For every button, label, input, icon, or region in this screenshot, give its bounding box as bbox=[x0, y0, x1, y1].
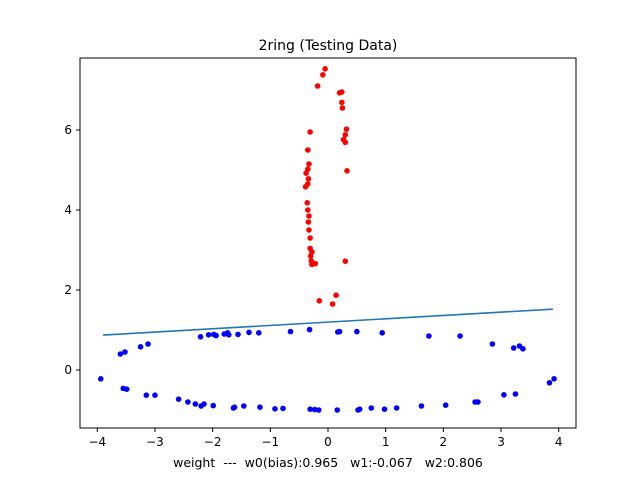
scatter-point-s0-4 bbox=[336, 90, 343, 96]
y-tick-label: 0 bbox=[64, 363, 72, 377]
scatter-point-s1-35 bbox=[381, 406, 388, 413]
x-axis-label: weight --- w0(bias):0.965 w1:-0.067 w2:0… bbox=[173, 455, 483, 470]
scatter-point-s0-32 bbox=[312, 260, 319, 267]
scatter-point-s1-54 bbox=[175, 396, 182, 403]
scatter-point-s0-36 bbox=[333, 292, 339, 299]
scatter-point-s1-51 bbox=[198, 403, 204, 409]
y-tick-label: 4 bbox=[64, 203, 72, 217]
scatter-point-s1-43 bbox=[280, 405, 286, 412]
y-tick-label: 2 bbox=[64, 283, 72, 297]
scatter-point-s0-16 bbox=[305, 176, 312, 182]
scatter-point-s1-14 bbox=[287, 328, 294, 335]
scatter-point-s1-40 bbox=[315, 407, 322, 413]
scatter-point-s0-33 bbox=[342, 258, 349, 265]
scatter-point-s0-25 bbox=[307, 235, 313, 241]
scatter-point-s1-0 bbox=[117, 351, 124, 357]
decision-line bbox=[103, 308, 553, 336]
scatter-point-s0-19 bbox=[344, 168, 350, 174]
scatter-point-s0-2 bbox=[314, 83, 321, 89]
scatter-point-s0-0 bbox=[322, 66, 328, 72]
scatter-point-s1-56 bbox=[143, 392, 150, 399]
scatter-point-s0-21 bbox=[305, 207, 311, 213]
scatter-point-s0-28 bbox=[307, 253, 314, 259]
x-tick-label: 4 bbox=[555, 435, 563, 449]
scatter-point-s1-52 bbox=[192, 401, 199, 407]
scatter-point-s1-42 bbox=[307, 406, 313, 413]
x-tick-label: −3 bbox=[146, 435, 164, 449]
scatter-point-s1-2 bbox=[137, 344, 144, 350]
x-tick-label: 3 bbox=[497, 435, 505, 449]
x-tick-label: −2 bbox=[204, 435, 222, 449]
scatter-point-s1-22 bbox=[489, 341, 496, 347]
scatter-point-s1-59 bbox=[97, 376, 104, 382]
scatter-point-s1-12 bbox=[246, 329, 252, 336]
scatter-point-s0-24 bbox=[306, 227, 312, 233]
scatter-point-s1-19 bbox=[379, 330, 386, 336]
scatter-point-s1-18 bbox=[354, 328, 360, 335]
y-axis-ticks: 0 2 4 6 bbox=[64, 123, 80, 377]
scatter-point-s0-8 bbox=[342, 132, 349, 138]
x-tick-label: 1 bbox=[382, 435, 390, 449]
scatter-point-s1-53 bbox=[185, 399, 191, 405]
scatter-point-s1-44 bbox=[272, 406, 278, 412]
scatter-point-s1-13 bbox=[255, 330, 262, 336]
scatter-point-s1-10 bbox=[226, 332, 232, 338]
scatter-point-s0-20 bbox=[304, 200, 311, 206]
scatter-point-s1-41 bbox=[311, 406, 318, 413]
scatter-point-s0-7 bbox=[343, 126, 350, 132]
scatter-point-s1-5 bbox=[205, 332, 212, 338]
scatter-point-s0-6 bbox=[339, 105, 346, 111]
x-axis-ticks: −4 −3 −2 −1 0 1 2 3 4 bbox=[88, 428, 563, 449]
scatter-point-s0-13 bbox=[306, 161, 312, 167]
scatter-point-s1-23 bbox=[510, 345, 517, 351]
scatter-point-s0-23 bbox=[305, 219, 312, 225]
scatter-point-s1-31 bbox=[472, 399, 478, 405]
scatter-point-s1-3 bbox=[145, 341, 151, 347]
scatter-point-s1-49 bbox=[210, 402, 217, 409]
scatter-point-s1-38 bbox=[355, 407, 361, 413]
scatter-point-s0-10 bbox=[342, 139, 349, 146]
scatter-point-s1-33 bbox=[418, 403, 425, 409]
scatter-point-s1-27 bbox=[546, 380, 553, 386]
scatter-point-s1-45 bbox=[257, 404, 263, 411]
scatter-point-s1-48 bbox=[230, 405, 237, 411]
scatter-point-s1-36 bbox=[368, 405, 375, 411]
scatter-point-s1-25 bbox=[520, 346, 526, 352]
scatter-point-s0-11 bbox=[307, 129, 313, 135]
scatter-point-s1-58 bbox=[120, 385, 127, 392]
scatter-point-s1-1 bbox=[122, 349, 128, 355]
scatter-point-s1-28 bbox=[512, 391, 519, 397]
plot-area bbox=[97, 66, 557, 413]
x-tick-label: −1 bbox=[261, 435, 279, 449]
scatter-point-s1-46 bbox=[240, 403, 247, 409]
x-tick-label: −4 bbox=[88, 435, 106, 449]
y-tick-label: 6 bbox=[64, 123, 72, 137]
scatter-point-s0-5 bbox=[339, 99, 345, 106]
scatter-point-s0-15 bbox=[303, 170, 309, 176]
scatter-point-s1-39 bbox=[334, 407, 341, 413]
scatter-point-s0-22 bbox=[306, 213, 312, 219]
scatter-point-s1-20 bbox=[426, 333, 432, 339]
scatter-point-s0-18 bbox=[302, 184, 309, 190]
scatter-point-s0-35 bbox=[329, 301, 336, 307]
chart-title: 2ring (Testing Data) bbox=[259, 38, 398, 54]
scatter-point-s1-21 bbox=[457, 333, 463, 339]
scatter-point-s1-29 bbox=[501, 392, 507, 398]
scatter-point-s1-55 bbox=[152, 392, 158, 399]
scatter-point-s1-4 bbox=[197, 334, 204, 340]
scatter-point-s1-11 bbox=[235, 331, 241, 338]
scatter-point-s0-12 bbox=[305, 147, 311, 153]
scatter-point-s1-32 bbox=[442, 402, 449, 409]
scatter-point-s1-7 bbox=[213, 332, 219, 339]
scatter-point-s1-26 bbox=[551, 376, 557, 382]
x-tick-label: 0 bbox=[324, 435, 332, 449]
scatter-point-s1-34 bbox=[393, 405, 400, 411]
scatter-point-s0-34 bbox=[316, 298, 323, 304]
scatter-point-s0-1 bbox=[320, 72, 326, 78]
scatter-point-s1-17 bbox=[336, 328, 343, 335]
x-tick-label: 2 bbox=[440, 435, 448, 449]
scatter-point-s1-15 bbox=[306, 326, 313, 333]
